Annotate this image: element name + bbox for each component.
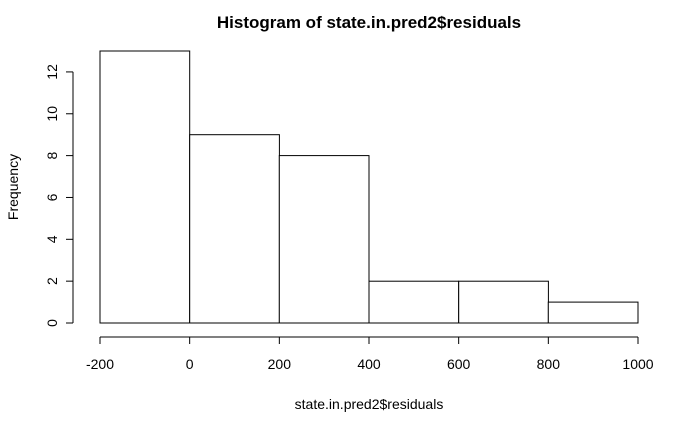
x-tick-label-2: 200 bbox=[268, 356, 292, 372]
x-tick-label-3: 400 bbox=[357, 356, 381, 372]
bars-group bbox=[99, 50, 639, 324]
chart-title: Histogram of state.in.pred2$residuals bbox=[217, 13, 521, 32]
histogram-bar-5 bbox=[547, 301, 639, 324]
x-axis: -200 0 200 400 600 800 1000 bbox=[86, 336, 654, 372]
x-tick-label-0: -200 bbox=[86, 356, 114, 372]
y-tick-label-3: 6 bbox=[44, 193, 60, 201]
y-tick-label-6: 12 bbox=[44, 64, 60, 80]
y-tick-label-0: 0 bbox=[44, 319, 60, 327]
histogram-bar-2 bbox=[278, 155, 370, 324]
y-tick-label-5: 10 bbox=[44, 106, 60, 122]
x-tick-label-6: 1000 bbox=[622, 356, 653, 372]
x-tick-label-1: 0 bbox=[186, 356, 194, 372]
y-axis: 0 2 4 6 8 10 12 bbox=[44, 64, 74, 327]
y-tick-label-2: 4 bbox=[44, 235, 60, 243]
y-axis-label: Frequency bbox=[5, 154, 21, 220]
histogram-bar-1 bbox=[189, 134, 280, 324]
x-tick-label-4: 600 bbox=[447, 356, 471, 372]
histogram-bar-3 bbox=[368, 280, 460, 324]
x-tick-label-5: 800 bbox=[537, 356, 561, 372]
y-tick-label-1: 2 bbox=[44, 277, 60, 285]
y-tick-label-4: 8 bbox=[44, 152, 60, 160]
x-axis-label: state.in.pred2$residuals bbox=[295, 396, 444, 412]
histogram-bar-4 bbox=[458, 280, 549, 324]
histogram-bar-0 bbox=[99, 50, 191, 324]
